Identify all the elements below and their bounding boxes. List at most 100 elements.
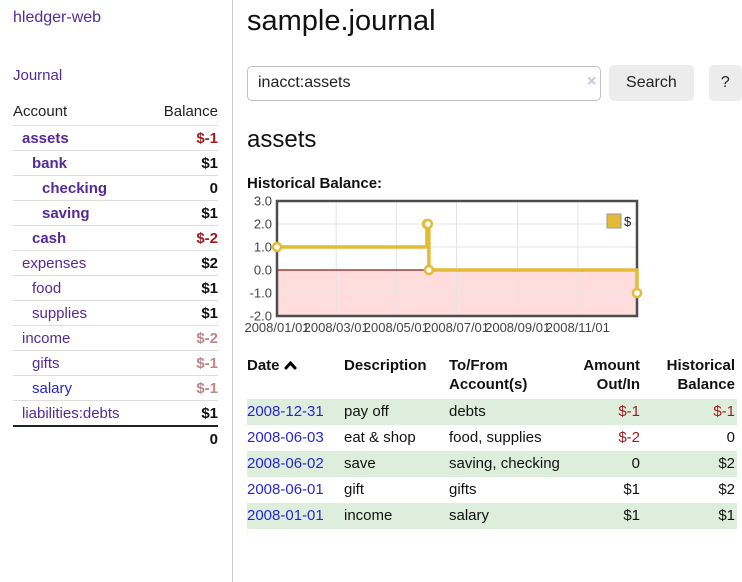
transaction-date-cell: 2008-01-01: [247, 503, 344, 529]
svg-text:1.0: 1.0: [254, 240, 272, 255]
transaction-accounts: gifts: [449, 481, 477, 498]
chart-label: Historical Balance:: [247, 175, 383, 192]
app-title[interactable]: hledger-web: [13, 9, 102, 26]
page-title: sample.journal: [247, 5, 436, 37]
sidebar: hledger-web Journal Account Balance asse…: [0, 0, 233, 582]
account-balance: $-1: [148, 125, 218, 151]
transaction-row: 2008-06-01 gift gifts $1 $2: [247, 477, 737, 503]
register-header-row: Date Description To/From Account(s) Amou…: [247, 353, 737, 399]
svg-text:0.0: 0.0: [254, 263, 272, 278]
transaction-date-link[interactable]: 2008-01-01: [247, 507, 324, 524]
transaction-row: 2008-06-03 eat & shop food, supplies $-2 0: [247, 425, 737, 451]
transaction-description: save: [344, 455, 376, 472]
account-row: cash $-2: [13, 225, 218, 251]
account-link[interactable]: cash: [32, 230, 67, 247]
transaction-accounts: debts: [449, 403, 486, 420]
account-link[interactable]: saving: [42, 205, 90, 222]
svg-text:2008/07/01: 2008/07/01: [424, 320, 489, 335]
transaction-accounts: salary: [449, 507, 490, 524]
account-balance: $1: [148, 400, 218, 426]
transaction-description: pay off: [344, 403, 389, 420]
accounts-total-value: 0: [148, 425, 218, 451]
register-header-accounts[interactable]: To/From Account(s): [449, 357, 528, 393]
account-link[interactable]: expenses: [22, 255, 87, 272]
transaction-description: income: [344, 507, 393, 524]
account-link[interactable]: liabilities:debts: [22, 405, 120, 422]
account-balance: $1: [148, 300, 218, 326]
account-link[interactable]: salary: [32, 380, 73, 397]
svg-text:2008/01/01: 2008/01/01: [244, 320, 309, 335]
account-link[interactable]: income: [22, 330, 71, 347]
svg-text:3.0: 3.0: [254, 194, 272, 209]
account-row: income $-2: [13, 325, 218, 351]
transaction-amount: $-1: [618, 403, 640, 420]
svg-text:2008/03/01: 2008/03/01: [304, 320, 369, 335]
transaction-balance: $2: [718, 481, 735, 498]
sidebar-item-journal[interactable]: Journal: [13, 67, 63, 84]
svg-text:2008/09/01: 2008/09/01: [485, 320, 550, 335]
transaction-date-cell: 2008-06-02: [247, 451, 344, 477]
transaction-date-cell: 2008-06-01: [247, 477, 344, 503]
account-link[interactable]: checking: [42, 180, 108, 197]
account-row: gifts $-1: [13, 350, 218, 376]
register-header-date[interactable]: Date: [247, 353, 344, 399]
accounts-total-row: 0: [13, 425, 218, 451]
account-link[interactable]: gifts: [32, 355, 60, 372]
clear-search-icon[interactable]: ×: [587, 73, 597, 90]
transaction-date-link[interactable]: 2008-12-31: [247, 403, 324, 420]
transaction-date-link[interactable]: 2008-06-03: [247, 429, 324, 446]
account-row: salary $-1: [13, 375, 218, 401]
account-row: liabilities:debts $1: [13, 400, 218, 426]
search-button[interactable]: Search: [609, 65, 694, 101]
account-balance: $-1: [148, 350, 218, 376]
transaction-date-link[interactable]: 2008-06-02: [247, 455, 324, 472]
account-balance: $-2: [148, 225, 218, 251]
transaction-row: 2008-12-31 pay off debts $-1 $-1: [247, 399, 737, 425]
transaction-amount: $1: [623, 481, 640, 498]
historical-balance-chart: $3.0 2.0 1.0 0.0 -1.0 -2.02008/01/012008/03/0…: [244, 194, 643, 335]
transaction-date-link[interactable]: 2008-06-01: [247, 481, 324, 498]
transaction-description: gift: [344, 481, 365, 498]
account-row: assets $-1: [13, 125, 218, 151]
svg-text:-1.0: -1.0: [250, 286, 272, 301]
accounts-header-account: Account: [13, 103, 68, 120]
account-row: supplies $1: [13, 300, 218, 326]
account-link[interactable]: food: [32, 280, 62, 297]
account-row: saving $1: [13, 200, 218, 226]
search-form: × Search ?: [247, 65, 742, 101]
account-balance: $1: [148, 150, 218, 176]
transaction-description: eat & shop: [344, 429, 416, 446]
account-link[interactable]: supplies: [32, 305, 88, 322]
account-heading: assets: [247, 126, 317, 153]
transaction-amount: 0: [631, 455, 640, 472]
transaction-amount: $-2: [618, 429, 640, 446]
svg-text:2008/11/01: 2008/11/01: [546, 320, 610, 335]
account-row: bank $1: [13, 150, 218, 176]
transaction-row: 2008-06-02 save saving, checking 0 $2: [247, 451, 737, 477]
transaction-date-cell: 2008-12-31: [247, 399, 344, 425]
account-balance: $2: [148, 250, 218, 276]
account-link[interactable]: assets: [22, 130, 69, 147]
transaction-amount: $1: [623, 507, 640, 524]
sort-ascending-icon: [284, 356, 297, 375]
register-header-balance[interactable]: Historical Balance: [666, 357, 735, 393]
account-balance: $-2: [148, 325, 218, 351]
account-row: expenses $2: [13, 250, 218, 276]
register-header-amount[interactable]: Amount Out/In: [583, 357, 640, 393]
svg-text:2008/05/01: 2008/05/01: [364, 320, 429, 335]
register-header-description[interactable]: Description: [344, 357, 427, 374]
account-balance: 0: [148, 175, 218, 201]
accounts-header-balance: Balance: [163, 103, 218, 120]
svg-text:-2.0: -2.0: [250, 309, 272, 324]
transaction-balance: $2: [718, 455, 735, 472]
account-row: food $1: [13, 275, 218, 301]
transaction-row: 2008-01-01 income salary $1 $1: [247, 503, 737, 529]
search-input[interactable]: [247, 65, 602, 101]
account-balance: $-1: [148, 375, 218, 401]
help-button[interactable]: ?: [708, 65, 742, 101]
transaction-balance: $1: [718, 507, 735, 524]
transaction-date-cell: 2008-06-03: [247, 425, 344, 451]
account-link[interactable]: bank: [32, 155, 68, 172]
svg-text:$: $: [624, 214, 632, 229]
register-table: Date Description To/From Account(s) Amou…: [247, 353, 737, 529]
